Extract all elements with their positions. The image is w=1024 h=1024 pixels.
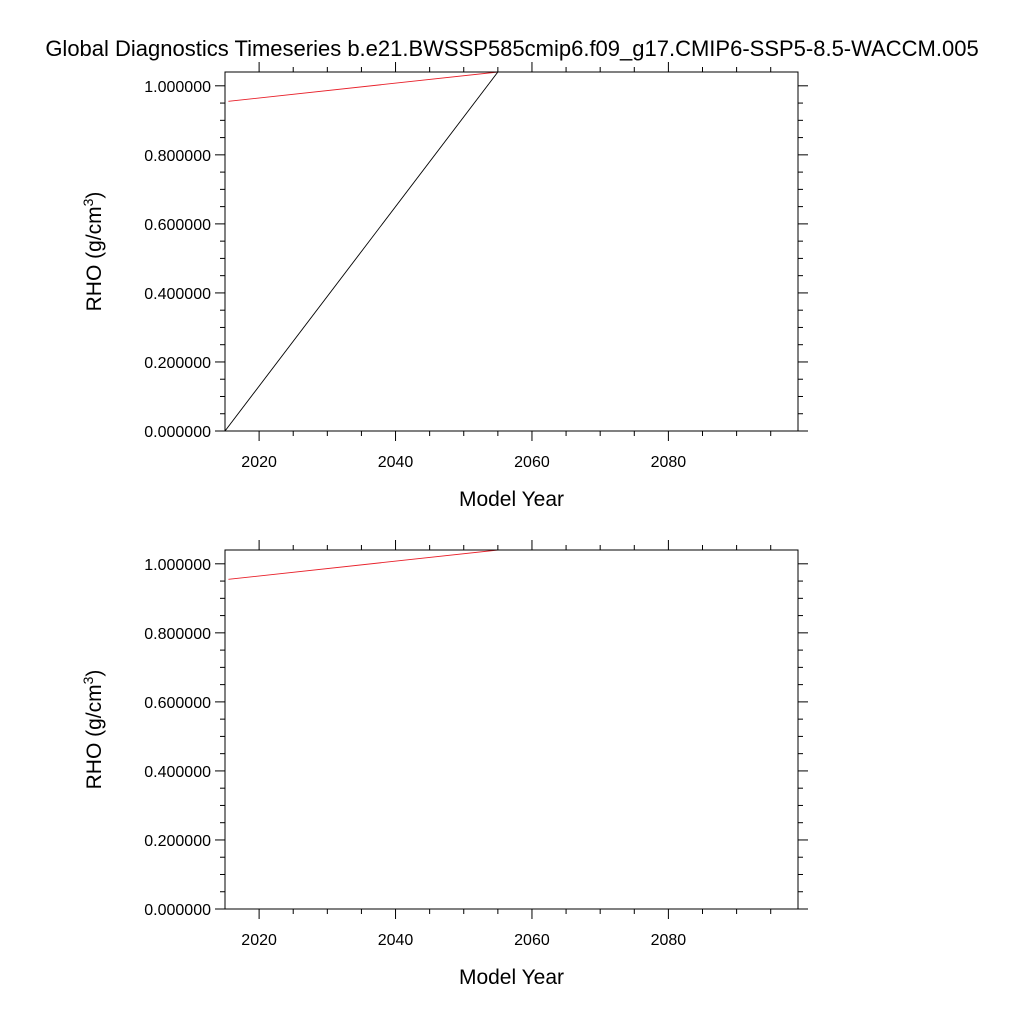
x-tick-label: 2020 [241, 932, 277, 949]
y-axis-title: RHO (g/cm3) [80, 670, 106, 790]
y-tick-label: 0.800000 [144, 148, 211, 165]
series-line-2 [228, 72, 498, 102]
x-tick-label: 2040 [378, 932, 414, 949]
y-tick-label: 0.600000 [144, 217, 211, 234]
x-tick-label: 2080 [651, 454, 687, 471]
y-tick-label: 0.200000 [144, 355, 211, 372]
y-tick-label: 0.400000 [144, 286, 211, 303]
y-tick-label: 1.000000 [144, 557, 211, 574]
plot-frame [224, 549, 799, 910]
y-tick-label: 0.000000 [144, 424, 211, 441]
y-tick-label: 0.200000 [144, 833, 211, 850]
y-tick-label: 0.600000 [144, 695, 211, 712]
page-title: Global Diagnostics Timeseries b.e21.BWSS… [45, 36, 979, 61]
x-axis-title: Model Year [459, 488, 564, 511]
x-tick-label: 2080 [651, 932, 687, 949]
plot-frame [224, 71, 799, 432]
x-tick-label: 2060 [514, 454, 550, 471]
x-tick-label: 2060 [514, 932, 550, 949]
x-tick-label: 2020 [241, 454, 277, 471]
chart-panel-2: 2020 2040 2060 2080 0.000000 0.200000 0.400000… [80, 540, 808, 989]
y-tick-label: 0.800000 [144, 626, 211, 643]
y-tick-label: 0.000000 [144, 902, 211, 919]
x-axis-title: Model Year [459, 966, 564, 989]
chart-panel-1: 2020 2040 2060 2080 0.000000 0.200000 0.400000… [80, 62, 808, 511]
series-line-1 [225, 72, 499, 431]
x-tick-label: 2040 [378, 454, 414, 471]
series-line-1 [228, 550, 498, 580]
y-axis-title: RHO (g/cm3) [80, 192, 106, 312]
y-tick-label: 1.000000 [144, 79, 211, 96]
y-tick-label: 0.400000 [144, 764, 211, 781]
